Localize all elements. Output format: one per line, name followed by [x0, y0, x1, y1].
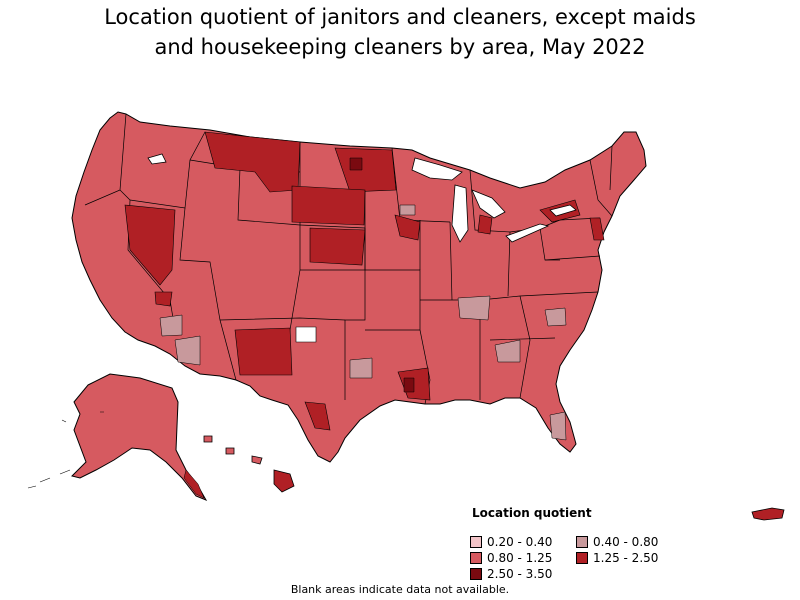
- contiguous-us: [71, 111, 647, 463]
- hawaii-maui[interactable]: [251, 455, 263, 465]
- legend-swatch: [576, 535, 588, 548]
- map-title: Location quotient of janitors and cleane…: [0, 2, 800, 62]
- legend-item-0-40-0-80: 0.40 - 0.80: [576, 534, 682, 549]
- alaska-high-area: [183, 469, 205, 499]
- legend-title: Location quotient: [472, 506, 592, 520]
- legend-item-0-80-1-25: 0.80 - 1.25: [470, 550, 576, 565]
- contiguous-us-outline[interactable]: [71, 111, 647, 463]
- low-lq-areas: [159, 204, 567, 441]
- legend-swatch: [470, 567, 482, 580]
- legend-items: 0.20 - 0.40 0.40 - 0.80 0.80 - 1.25 1.25…: [470, 534, 690, 581]
- legend-label: 0.80 - 1.25: [487, 550, 553, 565]
- hawaii-big-island[interactable]: [273, 469, 295, 493]
- title-line-2: and housekeeping cleaners by area, May 2…: [154, 35, 646, 59]
- very-high-lq-areas: [349, 157, 415, 393]
- alaska-outline[interactable]: [71, 373, 208, 501]
- legend-label: 2.50 - 3.50: [487, 566, 553, 581]
- alaska-islands: [27, 411, 104, 489]
- puerto-rico: [751, 507, 785, 521]
- map-legend: Location quotient 0.20 - 0.40 0.40 - 0.8…: [470, 506, 690, 581]
- footnote: Blank areas indicate data not available.: [290, 583, 510, 596]
- hawaii-kauai[interactable]: [203, 435, 213, 443]
- legend-swatch: [470, 535, 482, 548]
- hawaii: [203, 435, 295, 493]
- puerto-rico-outline[interactable]: [751, 507, 785, 521]
- no-data-area: [295, 326, 317, 343]
- legend-label: 0.20 - 0.40: [487, 534, 553, 549]
- title-line-1: Location quotient of janitors and cleane…: [104, 5, 696, 29]
- legend-swatch: [576, 551, 588, 564]
- legend-label: 1.25 - 2.50: [593, 550, 659, 565]
- great-lakes: [147, 153, 577, 243]
- alaska: [27, 373, 208, 501]
- legend-item-1-25-2-50: 1.25 - 2.50: [576, 550, 682, 565]
- legend-item-0-20-0-40: 0.20 - 0.40: [470, 534, 576, 549]
- legend-label: 0.40 - 0.80: [593, 534, 659, 549]
- legend-item-2-50-3-50: 2.50 - 3.50: [470, 566, 576, 581]
- legend-swatch: [470, 551, 482, 564]
- hawaii-oahu[interactable]: [225, 447, 235, 455]
